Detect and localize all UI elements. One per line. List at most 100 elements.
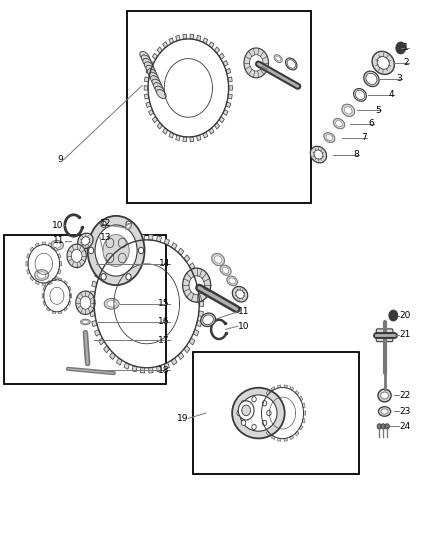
Polygon shape bbox=[95, 271, 100, 278]
Polygon shape bbox=[260, 418, 263, 423]
Polygon shape bbox=[290, 435, 293, 440]
Polygon shape bbox=[219, 116, 224, 123]
Circle shape bbox=[138, 247, 144, 254]
Text: 1: 1 bbox=[403, 44, 409, 52]
Polygon shape bbox=[304, 411, 306, 415]
Circle shape bbox=[101, 221, 106, 228]
Polygon shape bbox=[189, 263, 195, 270]
Text: 10: 10 bbox=[52, 221, 64, 230]
Polygon shape bbox=[226, 102, 231, 108]
Text: 7: 7 bbox=[361, 133, 367, 142]
Polygon shape bbox=[278, 385, 281, 388]
Polygon shape bbox=[214, 123, 219, 129]
Polygon shape bbox=[290, 386, 293, 391]
Ellipse shape bbox=[366, 74, 377, 84]
Circle shape bbox=[381, 424, 385, 429]
Bar bbox=[4, 235, 166, 384]
Ellipse shape bbox=[236, 290, 244, 298]
Polygon shape bbox=[226, 68, 231, 74]
Polygon shape bbox=[27, 254, 30, 259]
Polygon shape bbox=[197, 135, 201, 141]
Text: 9: 9 bbox=[58, 156, 64, 164]
Ellipse shape bbox=[50, 240, 64, 250]
Polygon shape bbox=[52, 311, 56, 314]
Ellipse shape bbox=[378, 407, 391, 416]
Polygon shape bbox=[103, 345, 110, 353]
Polygon shape bbox=[190, 136, 194, 142]
Ellipse shape bbox=[78, 233, 93, 249]
Bar bbox=[193, 352, 359, 474]
Polygon shape bbox=[178, 352, 184, 360]
Polygon shape bbox=[193, 271, 199, 278]
Ellipse shape bbox=[203, 315, 213, 325]
Polygon shape bbox=[68, 286, 71, 290]
Text: 10: 10 bbox=[238, 322, 249, 330]
Polygon shape bbox=[183, 34, 187, 39]
Ellipse shape bbox=[104, 298, 119, 309]
Text: 22: 22 bbox=[399, 391, 411, 400]
Polygon shape bbox=[90, 311, 95, 317]
Ellipse shape bbox=[287, 60, 295, 68]
Polygon shape bbox=[146, 68, 151, 74]
Polygon shape bbox=[64, 307, 67, 311]
Polygon shape bbox=[148, 109, 154, 116]
Polygon shape bbox=[169, 38, 174, 44]
Polygon shape bbox=[140, 367, 145, 373]
Polygon shape bbox=[262, 396, 266, 401]
Polygon shape bbox=[110, 248, 116, 255]
Ellipse shape bbox=[146, 65, 155, 75]
Polygon shape bbox=[54, 276, 58, 281]
Ellipse shape bbox=[214, 256, 222, 263]
Polygon shape bbox=[152, 53, 158, 60]
Polygon shape bbox=[193, 329, 199, 336]
Polygon shape bbox=[27, 269, 30, 274]
Polygon shape bbox=[30, 276, 34, 281]
Polygon shape bbox=[92, 320, 97, 327]
Text: 6: 6 bbox=[369, 119, 374, 128]
Circle shape bbox=[389, 310, 398, 321]
Circle shape bbox=[118, 238, 126, 248]
Polygon shape bbox=[209, 128, 214, 134]
Polygon shape bbox=[302, 418, 305, 423]
Polygon shape bbox=[184, 345, 190, 353]
Polygon shape bbox=[203, 132, 208, 138]
Circle shape bbox=[238, 401, 254, 420]
Polygon shape bbox=[266, 431, 270, 435]
Polygon shape bbox=[70, 294, 72, 298]
Polygon shape bbox=[145, 77, 149, 82]
Ellipse shape bbox=[152, 79, 162, 88]
Text: 3: 3 bbox=[396, 75, 402, 83]
Polygon shape bbox=[299, 396, 303, 401]
Polygon shape bbox=[156, 236, 162, 242]
Ellipse shape bbox=[154, 83, 163, 92]
Circle shape bbox=[95, 225, 137, 276]
Polygon shape bbox=[262, 425, 266, 430]
Polygon shape bbox=[183, 136, 187, 142]
Ellipse shape bbox=[274, 54, 282, 63]
Polygon shape bbox=[43, 301, 46, 305]
Text: 13: 13 bbox=[100, 233, 111, 241]
Polygon shape bbox=[209, 42, 214, 48]
Ellipse shape bbox=[149, 72, 159, 82]
Circle shape bbox=[250, 55, 263, 71]
Text: 11: 11 bbox=[53, 237, 65, 245]
Ellipse shape bbox=[145, 62, 154, 71]
Ellipse shape bbox=[310, 146, 327, 163]
Ellipse shape bbox=[201, 313, 215, 327]
Polygon shape bbox=[124, 362, 129, 369]
Polygon shape bbox=[272, 435, 275, 440]
Polygon shape bbox=[110, 352, 116, 360]
FancyBboxPatch shape bbox=[376, 329, 393, 342]
Ellipse shape bbox=[143, 58, 152, 68]
Ellipse shape bbox=[333, 118, 345, 129]
Polygon shape bbox=[198, 311, 203, 317]
Circle shape bbox=[126, 273, 131, 280]
Text: 5: 5 bbox=[375, 106, 381, 115]
Polygon shape bbox=[42, 283, 46, 286]
Ellipse shape bbox=[276, 56, 281, 61]
Polygon shape bbox=[284, 385, 287, 388]
Ellipse shape bbox=[125, 223, 131, 230]
Ellipse shape bbox=[353, 88, 367, 101]
Polygon shape bbox=[203, 38, 208, 44]
Polygon shape bbox=[164, 362, 170, 369]
